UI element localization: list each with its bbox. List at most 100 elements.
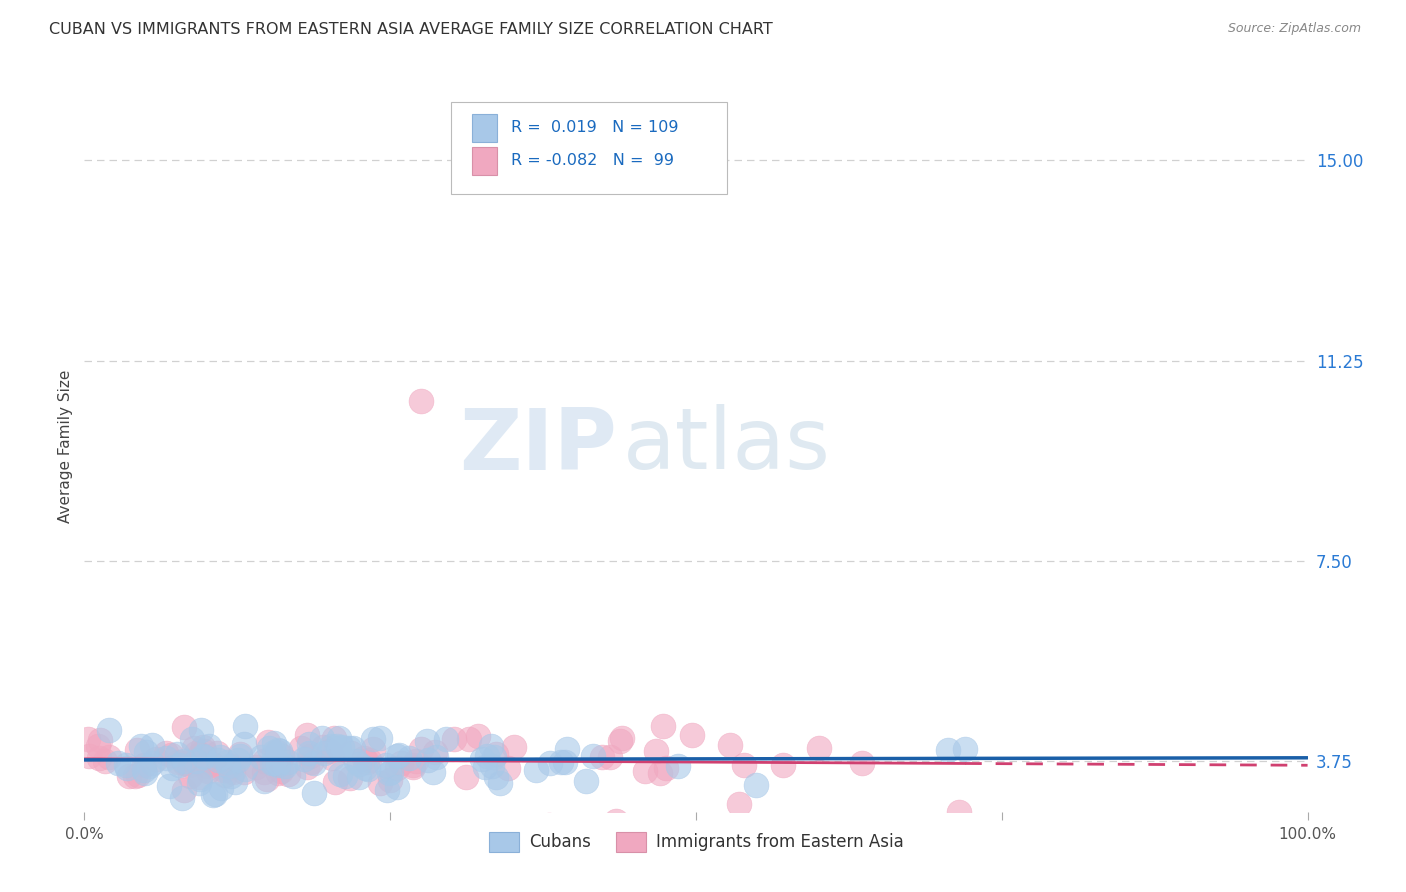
- Point: [425, 749, 447, 764]
- Text: ZIP: ZIP: [458, 404, 616, 488]
- Point: [263, 736, 285, 750]
- Point: [134, 766, 156, 780]
- Point: [224, 775, 246, 789]
- Point: [245, 760, 267, 774]
- Text: R =  0.019   N = 109: R = 0.019 N = 109: [512, 120, 679, 136]
- Point: [387, 749, 409, 764]
- Point: [378, 766, 401, 780]
- Point: [295, 727, 318, 741]
- Point: [357, 753, 380, 767]
- Point: [253, 754, 276, 768]
- Point: [349, 756, 371, 771]
- Point: [157, 779, 180, 793]
- Point: [263, 746, 285, 760]
- Point: [263, 756, 285, 770]
- Point: [125, 743, 148, 757]
- Point: [107, 756, 129, 770]
- Point: [481, 758, 503, 772]
- Point: [727, 797, 749, 811]
- Point: [347, 771, 370, 785]
- Text: atlas: atlas: [623, 404, 831, 488]
- Point: [193, 750, 215, 764]
- Point: [209, 780, 232, 795]
- Point: [221, 759, 243, 773]
- Point: [226, 753, 249, 767]
- Point: [201, 757, 224, 772]
- Point: [329, 767, 352, 781]
- Point: [311, 731, 333, 745]
- Point: [496, 761, 519, 775]
- Point: [201, 788, 224, 802]
- Point: [197, 764, 219, 779]
- Point: [323, 774, 346, 789]
- Point: [666, 758, 689, 772]
- Point: [745, 778, 768, 792]
- Point: [485, 747, 508, 762]
- Point: [266, 758, 288, 772]
- Point: [474, 760, 496, 774]
- Point: [458, 732, 481, 747]
- Point: [955, 742, 977, 756]
- Point: [808, 741, 831, 756]
- Point: [277, 767, 299, 781]
- Point: [173, 720, 195, 734]
- Point: [259, 741, 281, 756]
- Point: [655, 761, 678, 775]
- Point: [388, 747, 411, 762]
- Point: [375, 758, 398, 772]
- Point: [270, 764, 292, 778]
- Point: [229, 747, 252, 762]
- Point: [269, 743, 291, 757]
- Point: [186, 754, 208, 768]
- Point: [77, 732, 100, 747]
- Point: [302, 756, 325, 770]
- Point: [170, 790, 193, 805]
- Point: [250, 750, 273, 764]
- Point: [253, 774, 276, 789]
- FancyBboxPatch shape: [472, 147, 496, 175]
- Point: [219, 769, 242, 783]
- Point: [411, 741, 433, 756]
- Point: [582, 748, 605, 763]
- Point: [328, 731, 350, 746]
- Point: [180, 731, 202, 746]
- Point: [173, 754, 195, 768]
- Point: [207, 753, 229, 767]
- Point: [312, 747, 335, 761]
- Point: [188, 770, 211, 784]
- Point: [184, 746, 207, 760]
- Point: [333, 769, 356, 783]
- Point: [233, 737, 256, 751]
- Point: [443, 732, 465, 747]
- Point: [489, 775, 512, 789]
- Point: [190, 723, 212, 738]
- Point: [339, 771, 361, 785]
- Point: [253, 764, 276, 779]
- Point: [471, 751, 494, 765]
- Point: [257, 735, 280, 749]
- Point: [160, 761, 183, 775]
- Point: [188, 747, 211, 762]
- Point: [298, 737, 321, 751]
- Point: [456, 770, 478, 784]
- Point: [356, 755, 378, 769]
- Point: [233, 765, 256, 780]
- FancyBboxPatch shape: [472, 114, 496, 142]
- Point: [370, 776, 392, 790]
- Point: [346, 754, 368, 768]
- Point: [524, 764, 547, 778]
- Point: [936, 743, 959, 757]
- Point: [117, 761, 139, 775]
- Point: [361, 732, 384, 747]
- Point: [416, 734, 439, 748]
- Point: [648, 765, 671, 780]
- FancyBboxPatch shape: [451, 103, 727, 194]
- Point: [256, 772, 278, 786]
- Point: [217, 759, 239, 773]
- Point: [409, 393, 432, 408]
- Point: [475, 749, 498, 764]
- Point: [98, 750, 121, 764]
- Point: [681, 728, 703, 742]
- Point: [173, 783, 195, 797]
- Point: [124, 769, 146, 783]
